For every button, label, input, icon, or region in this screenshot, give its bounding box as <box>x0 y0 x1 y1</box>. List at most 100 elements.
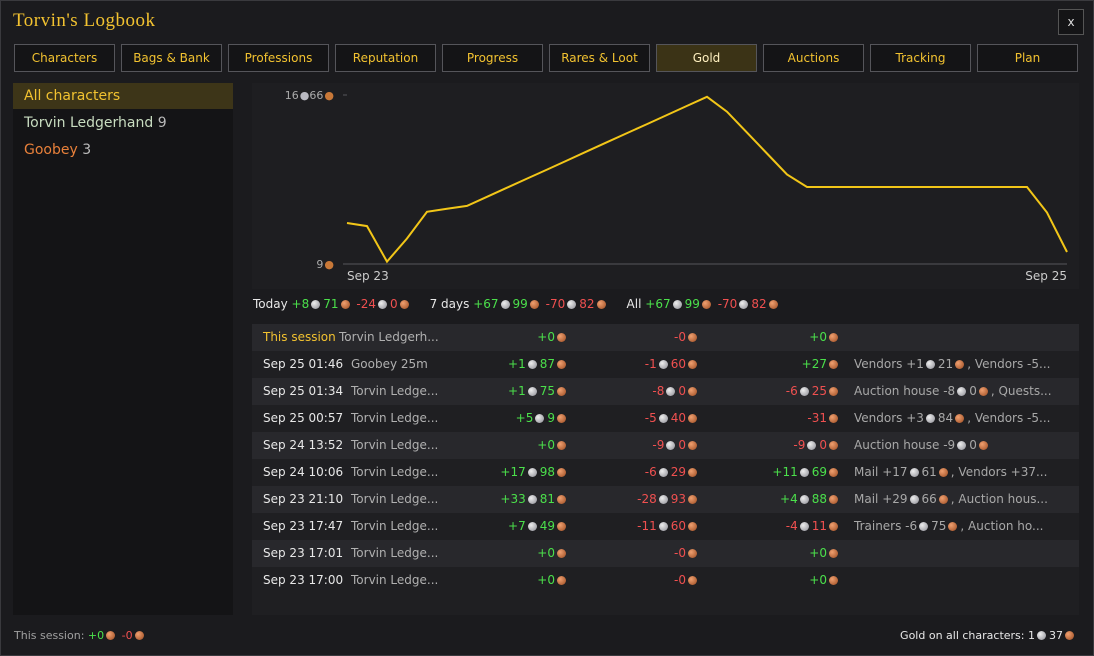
money: +0 <box>88 629 118 642</box>
summary-group: Today +8 71 -24 0 <box>253 297 412 311</box>
summary-label: All <box>626 297 642 311</box>
row-date: Sep 24 13:52 <box>263 438 344 452</box>
coin-glyph: ● <box>324 258 334 271</box>
money: +5 9 <box>516 405 569 432</box>
y-tick-label: 9● <box>316 258 334 271</box>
coin-icon <box>807 441 817 450</box>
tab[interactable]: Auctions <box>763 44 864 72</box>
coin-icon <box>829 333 838 342</box>
row-date: Sep 25 00:57 <box>263 411 344 425</box>
amount: Vendors +1 <box>854 357 924 371</box>
character-item[interactable]: Goobey 3 <box>13 137 233 163</box>
coin-icon <box>688 360 697 369</box>
amount: 29 <box>670 465 686 479</box>
amount: +0 <box>809 330 827 344</box>
coin-icon <box>829 576 838 585</box>
row-character: Torvin Ledge... <box>351 546 439 560</box>
coin-icon <box>957 387 967 396</box>
money: -1 60 <box>645 351 700 378</box>
row-date: Sep 23 17:00 <box>263 573 344 587</box>
coin-icon <box>978 387 988 396</box>
ledger-row: Sep 25 00:57 Torvin Ledge... +5 9 -5 40 -31 Ven… <box>252 405 1079 432</box>
coin-icon <box>688 549 697 558</box>
amount: -6 <box>644 465 657 479</box>
y-tick-label-part: 9 <box>316 258 323 271</box>
row-character: Torvin Ledge... <box>351 573 439 587</box>
money: +4 88 <box>780 486 841 513</box>
amount: 0 <box>819 438 827 452</box>
coin-icon <box>978 441 988 450</box>
coin-icon <box>829 522 838 531</box>
coin-glyph: ● <box>300 89 310 102</box>
amount: -5 <box>644 411 657 425</box>
coin-icon <box>688 414 697 423</box>
footer-label: This session: <box>14 629 85 642</box>
money: -70 82 <box>718 297 781 311</box>
coin-icon <box>957 441 967 450</box>
amount: 75 <box>539 384 555 398</box>
coin-icon <box>399 300 409 309</box>
coin-icon <box>799 522 809 531</box>
coin-icon <box>701 300 711 309</box>
money: -70 82 <box>546 297 609 311</box>
row-date: Sep 23 17:47 <box>263 519 344 533</box>
window-title: Torvin's Logbook <box>13 10 156 31</box>
money: -9 0 <box>793 432 841 459</box>
summary-label: 7 days <box>429 297 470 311</box>
gold-chart: 9●16●66●Sep 23 Sep 25 <box>252 83 1079 289</box>
amount: , Vendors -5... <box>967 357 1051 371</box>
coin-icon <box>909 468 919 477</box>
amount: -70 <box>545 297 566 311</box>
character-item[interactable]: All characters <box>13 83 233 109</box>
character-name: Goobey <box>24 142 78 158</box>
coin-icon <box>688 441 697 450</box>
money: -8 0 <box>652 378 700 405</box>
tab[interactable]: Reputation <box>335 44 436 72</box>
amount: +1 <box>508 357 526 371</box>
coin-icon <box>799 387 809 396</box>
summary-group: 7 days +67 99 -70 82 <box>430 297 609 311</box>
amount: , Quests... <box>990 384 1052 398</box>
tab[interactable]: Characters <box>14 44 115 72</box>
row-character: Torvin Ledge... <box>351 492 439 506</box>
amount: 11 <box>811 519 827 533</box>
coin-icon <box>557 576 566 585</box>
tab[interactable]: Plan <box>977 44 1078 72</box>
tab[interactable]: Gold <box>656 44 757 72</box>
coin-icon <box>829 495 838 504</box>
amount: 93 <box>670 492 686 506</box>
amount: Mail +17 <box>854 465 908 479</box>
total-footer: Gold on all characters: 1 37 <box>900 629 1077 642</box>
amount: , Auction hous... <box>950 492 1048 506</box>
amount: 61 <box>921 465 937 479</box>
money: +0 <box>809 567 841 594</box>
money: -0 <box>674 567 700 594</box>
tab[interactable]: Progress <box>442 44 543 72</box>
amount: 81 <box>539 492 555 506</box>
amount: 0 <box>969 438 977 452</box>
tab[interactable]: Professions <box>228 44 329 72</box>
money: -6 25 <box>786 378 841 405</box>
amount: -9 <box>652 438 665 452</box>
money: +67 99 <box>473 297 542 311</box>
coin-icon <box>688 387 697 396</box>
character-count: 3 <box>82 142 92 158</box>
coin-icon <box>557 414 566 423</box>
row-date: Sep 25 01:34 <box>263 384 344 398</box>
amount: +0 <box>537 573 555 587</box>
row-character: Torvin Ledge... <box>351 438 439 452</box>
amount: 49 <box>539 519 555 533</box>
coin-icon <box>919 522 929 531</box>
amount: 99 <box>512 297 528 311</box>
amount: +8 <box>291 297 310 311</box>
amount: 1 <box>1028 629 1035 642</box>
row-date: Sep 24 10:06 <box>263 465 344 479</box>
character-item[interactable]: Torvin Ledgerhand 9 <box>13 110 233 136</box>
tab[interactable]: Rares & Loot <box>549 44 650 72</box>
close-button[interactable]: x <box>1058 9 1084 35</box>
tab[interactable]: Bags & Bank <box>121 44 222 72</box>
amount: -11 <box>637 519 657 533</box>
row-detail: Auction house -9 0 <box>854 432 991 459</box>
tab[interactable]: Tracking <box>870 44 971 72</box>
